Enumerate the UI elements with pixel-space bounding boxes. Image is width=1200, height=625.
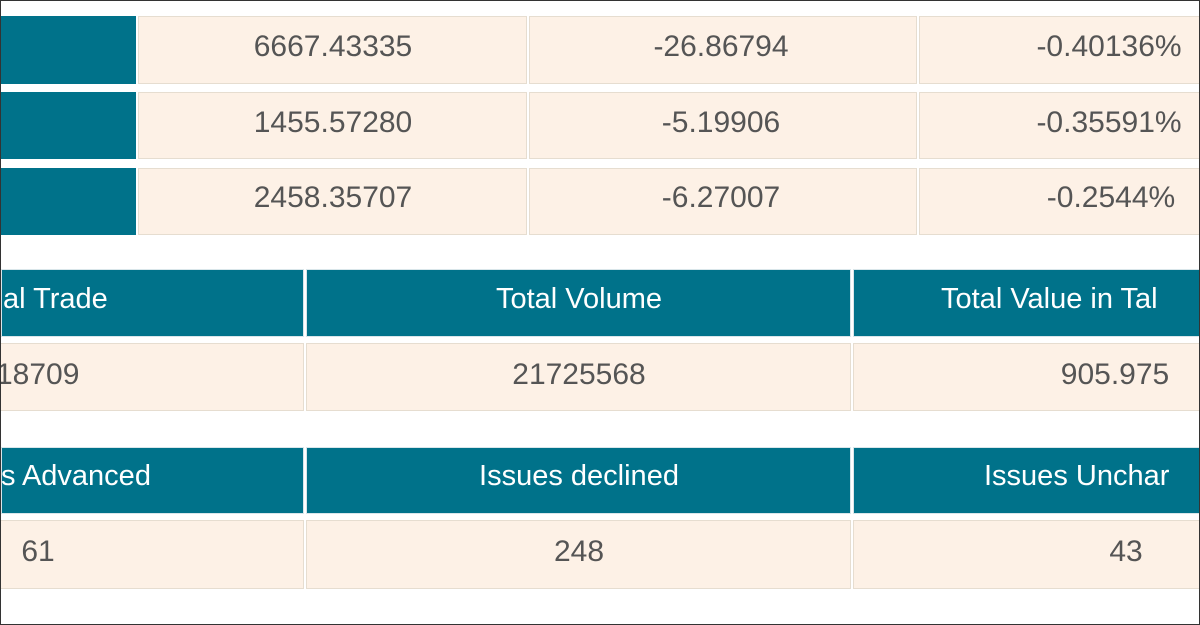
header-cell xyxy=(853,447,1199,514)
issues-advanced-value: 61 xyxy=(21,535,55,568)
index-change: -26.86794 xyxy=(653,30,789,63)
header-cell xyxy=(853,269,1199,337)
cell xyxy=(529,16,917,84)
cell xyxy=(919,92,1199,159)
header-text: Issues Unchar xyxy=(984,460,1170,492)
total-volume-value: 21725568 xyxy=(512,358,646,391)
total-value-value: 905.975 xyxy=(1060,358,1170,391)
cell xyxy=(529,92,917,159)
cell xyxy=(306,520,851,589)
row-marker xyxy=(1,92,136,159)
cell xyxy=(138,168,527,235)
header-text: s Advanced xyxy=(1,460,151,492)
cell xyxy=(529,168,917,235)
cell xyxy=(853,520,1199,589)
total-trade-value: 18709 xyxy=(0,358,80,391)
cell xyxy=(919,16,1199,84)
header-cell xyxy=(306,447,851,514)
index-value: 6667.43335 xyxy=(253,30,413,63)
issues-unchanged-value: 43 xyxy=(1109,535,1143,568)
cell xyxy=(853,343,1199,411)
header-cell xyxy=(1,269,304,337)
cell xyxy=(138,92,527,159)
index-value: 2458.35707 xyxy=(253,181,413,214)
index-change: -6.27007 xyxy=(661,181,781,214)
index-change-percent: -0.2544% xyxy=(1046,181,1176,214)
index-change-percent: -0.35591% xyxy=(1036,106,1182,139)
cell xyxy=(919,168,1199,235)
index-change: -5.19906 xyxy=(661,106,781,139)
cell xyxy=(1,520,304,589)
cell xyxy=(306,343,851,411)
header-text: Issues declined xyxy=(479,460,679,492)
header-text: Total Value in Tal xyxy=(941,283,1158,315)
header-text: Total Volume xyxy=(495,283,663,315)
index-value: 1455.57280 xyxy=(253,106,413,139)
header-cell xyxy=(306,269,851,337)
issues-declined-value: 248 xyxy=(553,535,605,568)
row-marker xyxy=(1,168,136,235)
row-marker xyxy=(1,16,136,84)
cell xyxy=(1,343,304,411)
index-change-percent: -0.40136% xyxy=(1036,30,1182,63)
header-text: al Trade xyxy=(3,283,108,315)
cell xyxy=(138,16,527,84)
header-cell xyxy=(1,447,304,514)
